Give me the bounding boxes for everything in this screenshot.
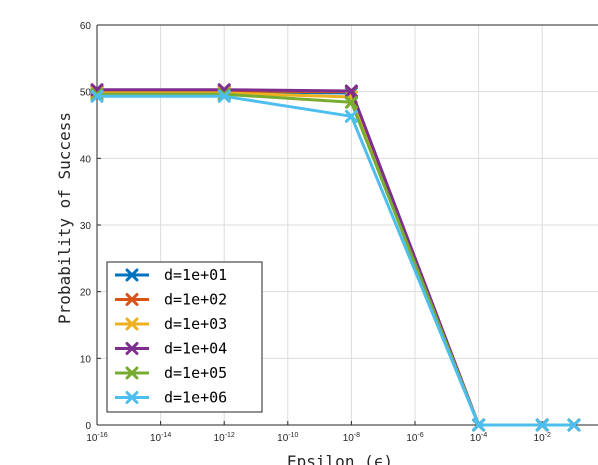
y-tick-label: 40 <box>80 154 92 165</box>
legend-label: d=1e+01 <box>164 266 227 284</box>
legend-entry: d=1e+06 <box>115 389 227 407</box>
x-marker <box>344 84 358 98</box>
y-tick-label: 10 <box>80 354 92 365</box>
x-tick-label: 10-6 <box>406 432 423 444</box>
x-tick-label: 10-14 <box>150 432 171 444</box>
x-marker <box>125 317 139 331</box>
x-marker <box>567 418 581 432</box>
legend-label: d=1e+04 <box>164 340 227 358</box>
tick-labels: 10-1610-1410-1210-1010-810-610-410-21010… <box>80 21 551 444</box>
y-tick-label: 50 <box>80 88 92 99</box>
x-tick-label: 10-16 <box>86 432 107 444</box>
x-marker <box>125 391 139 404</box>
x-tick-label: 10-2 <box>534 432 551 444</box>
series-lines <box>90 83 581 432</box>
y-axis-label: Probability of Success <box>55 112 74 324</box>
x-marker <box>217 89 231 103</box>
x-marker <box>125 342 139 355</box>
x-tick-label: 10-10 <box>277 432 298 444</box>
legend-label: d=1e+06 <box>164 389 227 407</box>
x-marker <box>535 418 549 432</box>
x-marker <box>90 89 104 103</box>
x-axis-label: Epsilon (ϵ) <box>287 452 393 465</box>
x-tick-label: 10-4 <box>470 432 487 444</box>
x-marker <box>344 109 358 123</box>
x-marker <box>472 418 486 432</box>
x-marker <box>125 293 139 306</box>
legend-entry: d=1e+01 <box>115 266 227 284</box>
x-tick-label: 10-12 <box>214 432 235 444</box>
legend-entry: d=1e+04 <box>115 340 227 358</box>
legend-label: d=1e+03 <box>164 315 227 333</box>
legend: d=1e+01 d=1e+02 d=1e+03 d=1e+04 d=1e+05 d=1e+… <box>106 261 263 413</box>
series-d-1e-06 <box>90 89 581 432</box>
y-tick-label: 60 <box>80 21 92 32</box>
y-tick-label: 0 <box>85 421 91 432</box>
legend-entry: d=1e+03 <box>115 315 227 333</box>
x-marker <box>125 268 139 282</box>
legend-entry: d=1e+05 <box>115 364 227 382</box>
legend-box <box>106 261 263 413</box>
series-line <box>97 94 574 427</box>
legend-label: d=1e+02 <box>164 291 227 309</box>
x-marker <box>344 95 358 109</box>
y-tick-label: 20 <box>80 288 92 299</box>
legend-entry: d=1e+02 <box>115 291 227 309</box>
x-tick-label: 10-8 <box>343 432 360 444</box>
legend-label: d=1e+05 <box>164 364 227 382</box>
x-marker <box>125 366 139 380</box>
y-tick-label: 30 <box>80 221 92 232</box>
